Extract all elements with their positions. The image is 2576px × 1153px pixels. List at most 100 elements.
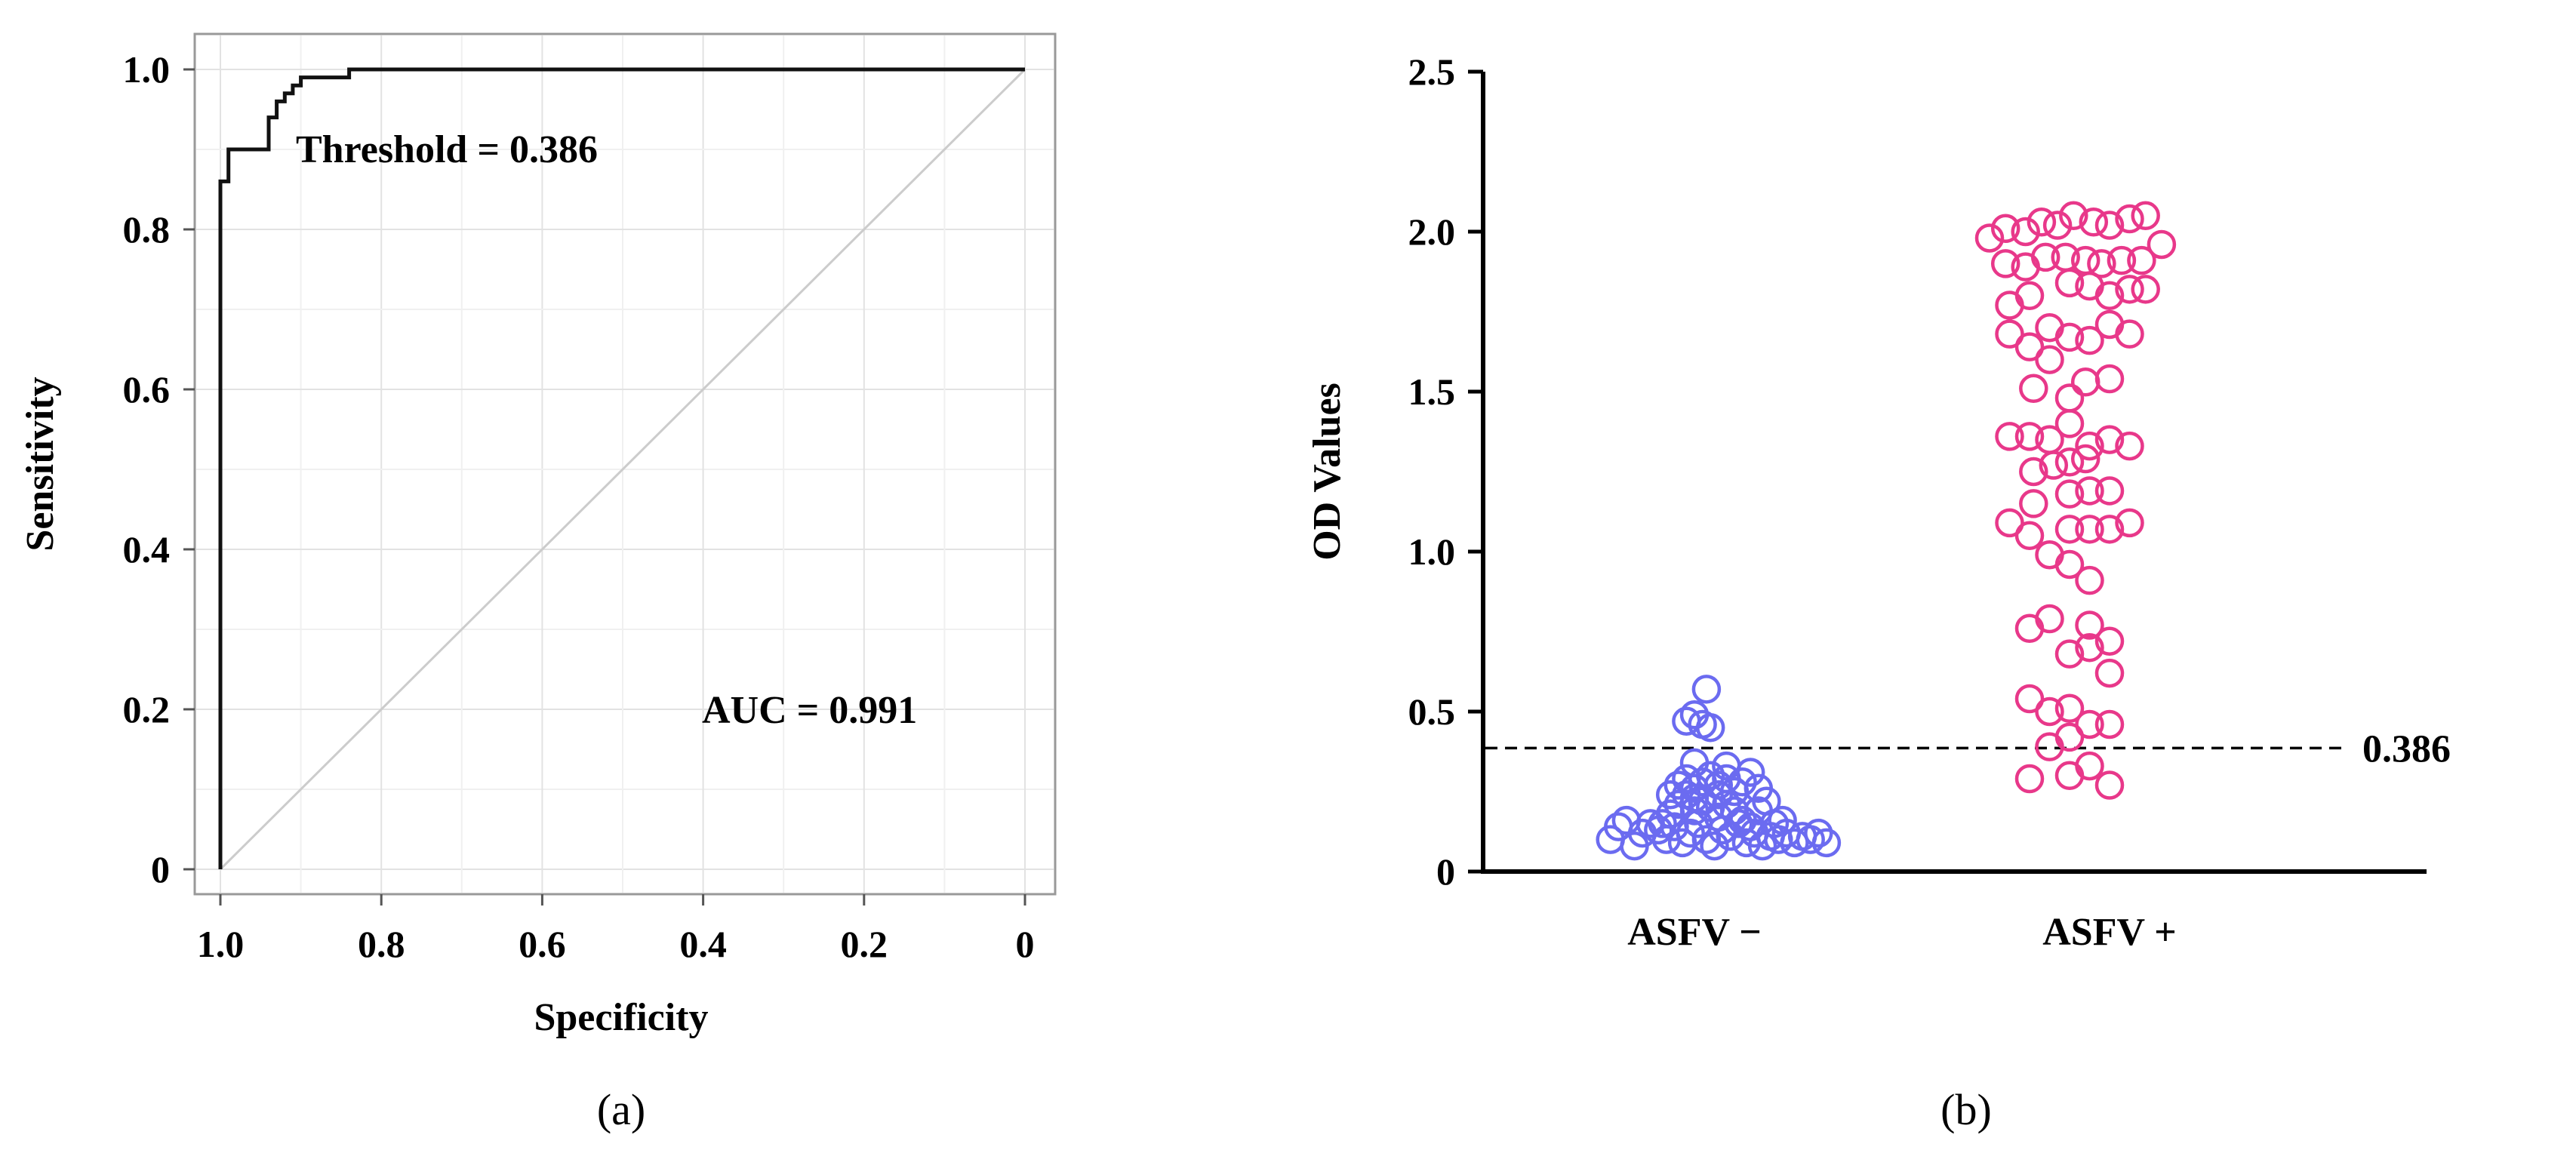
asfv-positive-point [1995,319,2024,349]
asfv-positive-point [2075,325,2104,355]
roc-x-tick-label: 0.8 [358,923,405,965]
asfv-positive-point [2059,201,2088,231]
asfv-positive-point [2030,242,2060,272]
od-scatter-panel: 0 0.5 1.0 1.5 2.0 2.5 ASFV − ASFV + 0.386 OD V… [1306,51,2451,1134]
asfv-positive-point [2054,761,2085,791]
roc-panel: 1.0 0.8 0.6 0.4 0.2 0 0 0.2 0.4 0.6 0.8 1.0 Thresh… [19,32,1057,1134]
asfv-positive-point [2075,515,2104,544]
asfv-positive-point [1990,249,2020,278]
asfv-positive-point [2070,367,2101,397]
asfv-positive-point [2094,770,2125,800]
asfv-positive-point [2014,764,2045,794]
od-y-ticks: 0 0.5 1.0 1.5 2.0 2.5 [1408,51,1483,893]
roc-y-tick-label: 0.4 [123,528,171,570]
asfv-negative-point [1796,825,1825,854]
roc-x-tick-label: 0.4 [679,923,727,965]
asfv-negative-point [1728,805,1757,835]
asfv-positive-point [2075,751,2104,781]
asfv-positive-point [2094,626,2125,656]
threshold-annotation: Threshold = 0.386 [296,128,598,171]
asfv-positive-point [2054,639,2085,669]
asfv-positive-point [2070,444,2101,474]
roc-y-tick-label: 0 [151,848,170,890]
asfv-positive-point [2054,383,2085,413]
roc-y-tick-label: 0.6 [123,368,171,410]
asfv-positive-point [2035,312,2064,343]
asfv-positive-point [2054,447,2085,477]
od-x-ticks: ASFV − ASFV + [1627,911,2176,954]
asfv-positive-point [2075,632,2104,663]
od-y-tick-label: 1.0 [1408,530,1456,573]
roc-y-ticks: 0 0.2 0.4 0.6 0.8 1.0 [123,48,195,890]
asfv-negative-point [1700,831,1729,861]
asfv-positive-point [2054,409,2085,438]
asfv-positive-point [2054,722,2085,752]
asfv-positive-point [2039,450,2069,480]
asfv-positive-point [2115,275,2144,304]
asfv-positive-point [2115,508,2144,538]
asfv-positive-point [2087,249,2116,278]
asfv-positive-point [2115,204,2144,234]
asfv-positive-point [2014,332,2045,361]
asfv-positive-point [2054,479,2085,509]
asfv-positive-point [2147,229,2177,260]
roc-x-tick-label: 0 [1016,923,1035,965]
od-y-tick-label: 0 [1436,850,1455,893]
asfv-positive-point [2075,709,2104,739]
roc-curve [218,67,1025,869]
asfv-positive-point [2054,549,2085,580]
asfv-negative-point [1811,828,1842,858]
asfv-positive-point [2107,245,2137,275]
asfv-negative-point [1648,809,1677,838]
roc-x-axis-label: Specificity [534,996,708,1039]
asfv-positive-point [2094,658,2125,688]
asfv-positive-point [2054,322,2085,352]
asfv-positive-point [2131,275,2160,304]
roc-x-tick-label: 0.2 [841,923,888,965]
roc-reference-line [219,68,1026,871]
asfv-negative-point [1611,805,1642,835]
asfv-positive-point [2014,521,2045,551]
asfv-positive-point [2014,684,2045,714]
asfv-positive-point [2019,374,2048,404]
asfv-positive-point [2131,201,2160,231]
asfv-positive-point [2011,217,2040,247]
roc-y-tick-label: 1.0 [123,48,171,91]
asfv-positive-point [2094,211,2125,240]
asfv-positive-point [2094,476,2125,506]
asfv-positive-point [1995,291,2024,320]
od-category-label: ASFV − [1627,911,1761,954]
asfv-positive-point [2027,208,2057,237]
asfv-positive-points [1974,201,2177,800]
asfv-positive-point [2094,425,2125,454]
asfv-positive-point [2094,281,2125,311]
asfv-positive-point [2014,281,2045,311]
asfv-positive-point [2054,515,2085,544]
asfv-positive-point [2094,515,2125,544]
asfv-positive-point [2094,309,2125,340]
od-y-tick-label: 1.5 [1408,370,1456,413]
asfv-positive-point [2054,268,2085,298]
asfv-negative-points [1596,675,1842,861]
asfv-positive-point [2035,696,2064,727]
asfv-positive-point [2019,489,2048,518]
asfv-positive-point [2035,540,2064,570]
od-y-tick-label: 0.5 [1408,690,1456,733]
asfv-positive-point [2079,208,2109,237]
od-y-axis-label: OD Values [1306,383,1349,561]
asfv-negative-point [1703,779,1734,810]
roc-y-tick-label: 0.2 [123,688,171,730]
panel-b-caption: (b) [1940,1085,1992,1134]
asfv-positive-point [2014,422,2045,451]
asfv-negative-point [1691,675,1722,704]
roc-y-axis-label: Sensitivity [19,377,62,551]
asfv-negative-point [1768,805,1797,835]
asfv-positive-point [2127,245,2156,275]
od-y-tick-label: 2.0 [1408,211,1456,253]
asfv-positive-point [2075,431,2104,461]
asfv-positive-point [2019,457,2048,487]
asfv-positive-point [1995,508,2024,538]
asfv-positive-point [1995,422,2024,451]
panel-a-caption: (a) [597,1085,645,1134]
od-category-label: ASFV + [2042,911,2176,954]
